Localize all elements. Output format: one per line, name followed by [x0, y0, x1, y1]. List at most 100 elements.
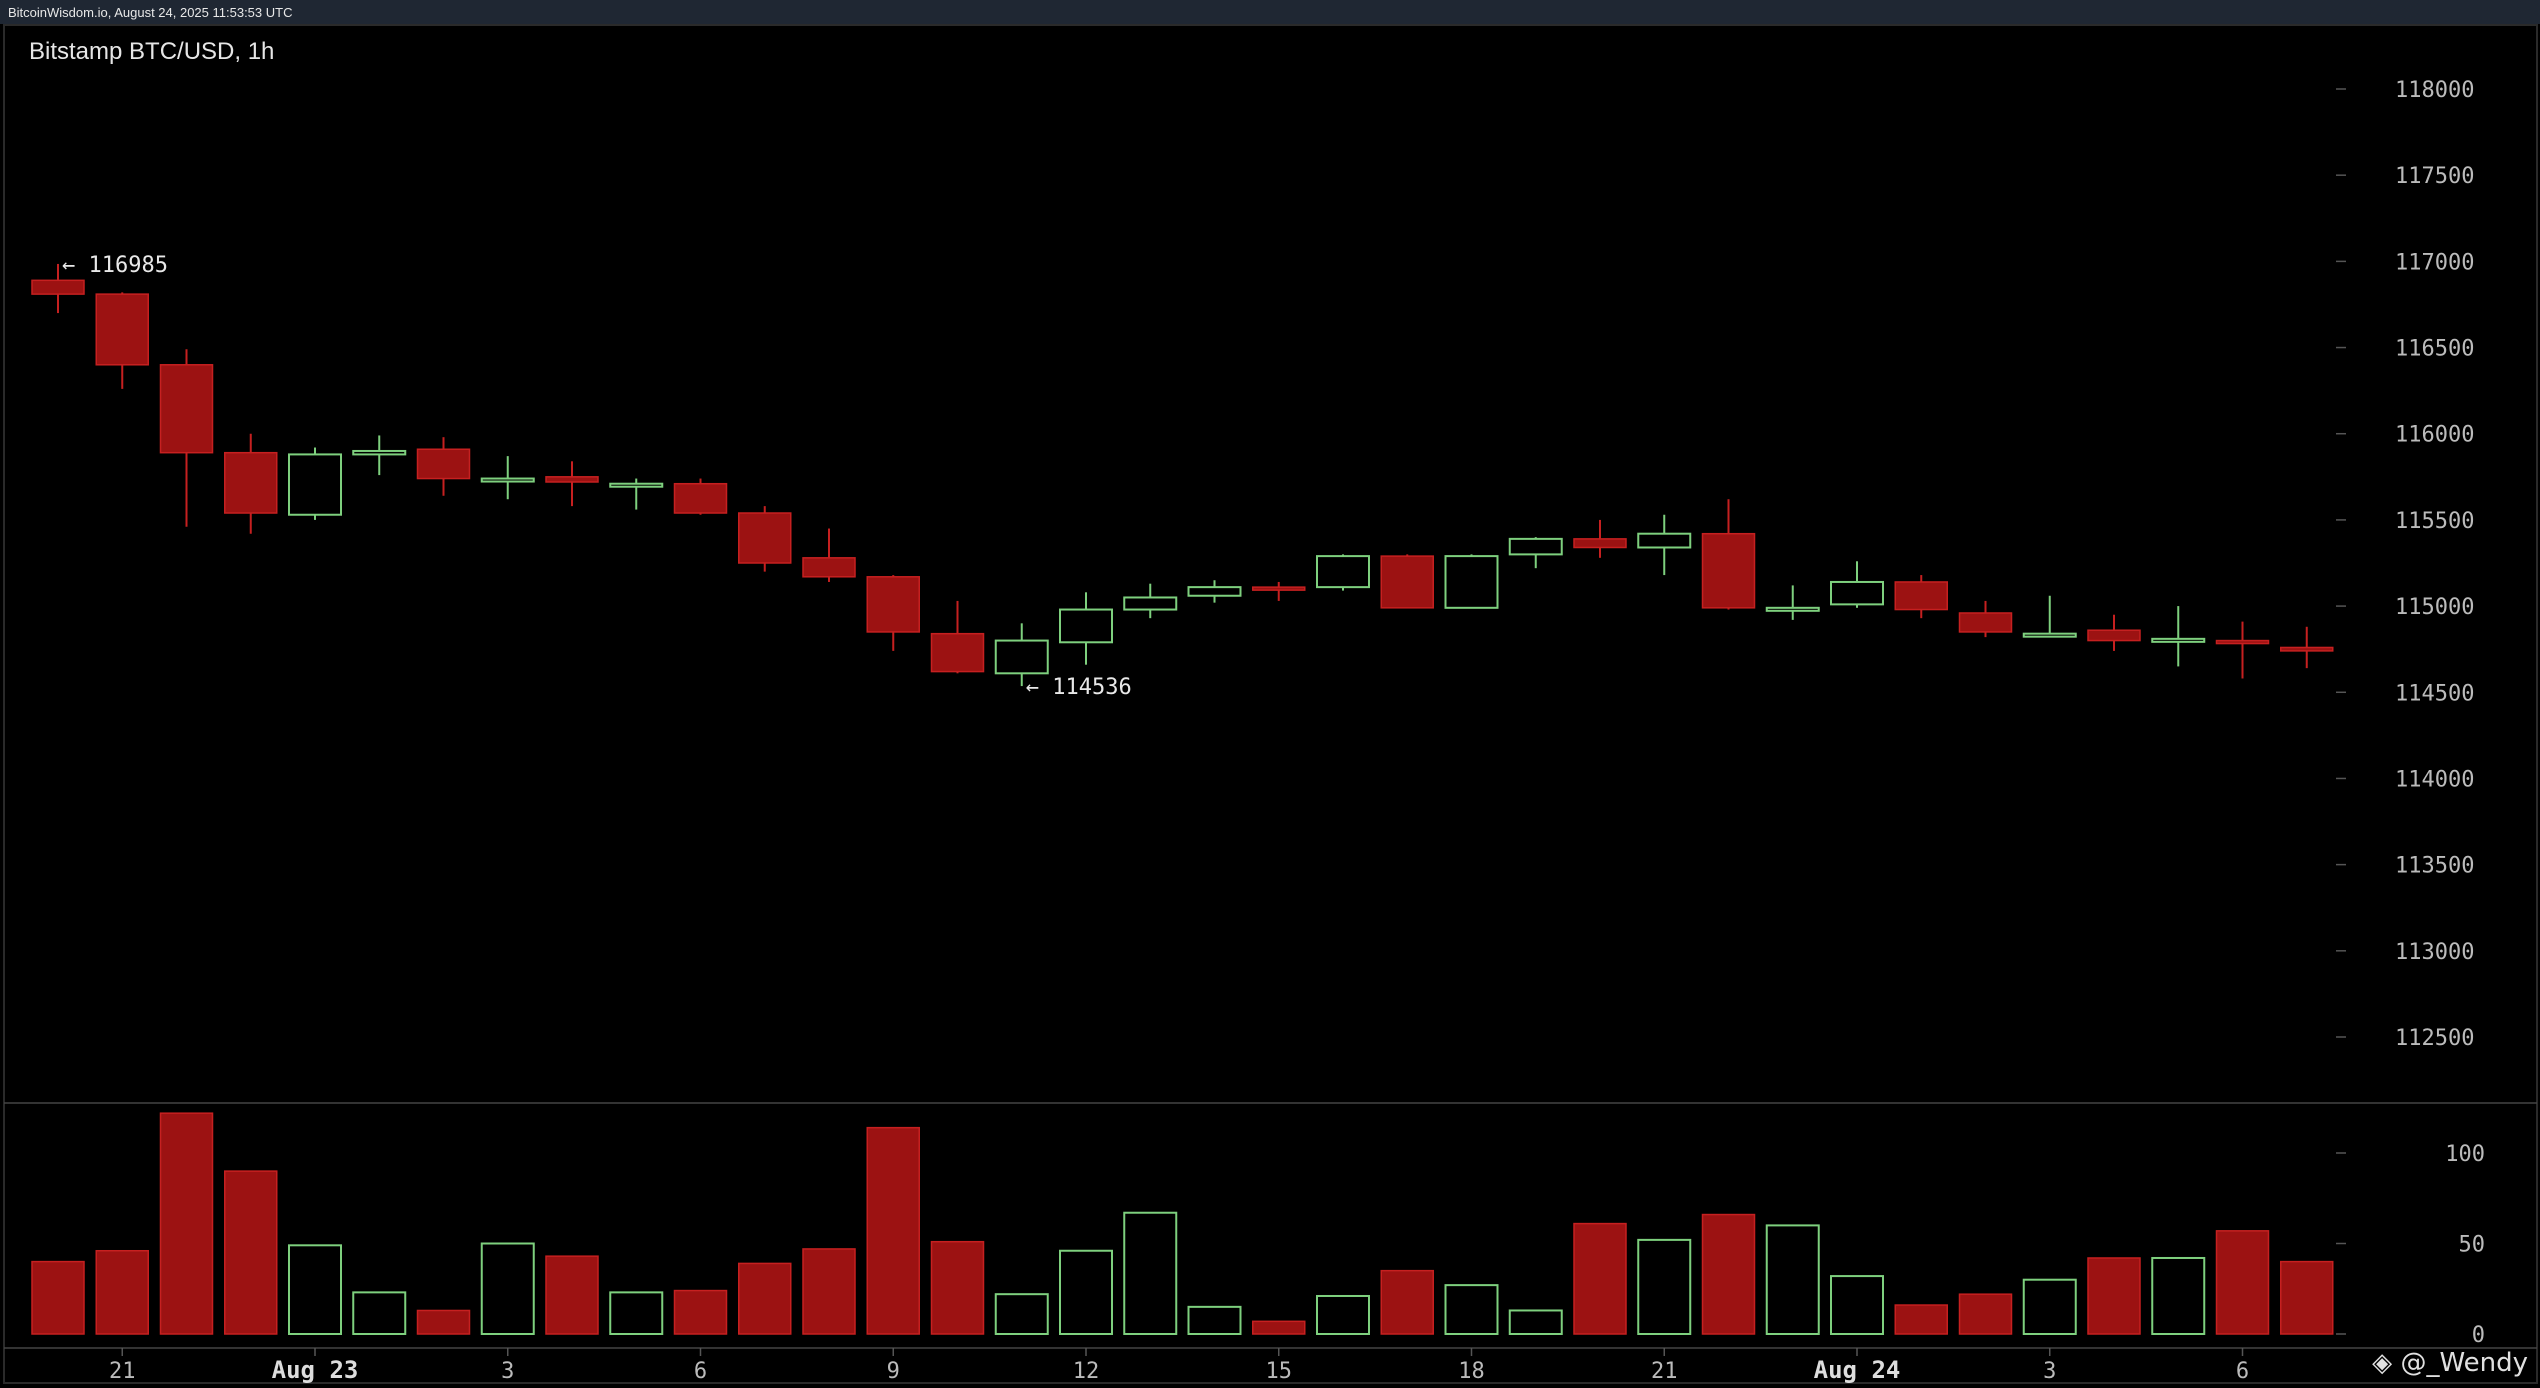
- candle: [1316, 554, 1370, 591]
- watermark: ◈ @_Wendy: [2372, 1348, 2528, 1378]
- candle: [224, 433, 278, 534]
- candle: [1444, 554, 1499, 609]
- price-tick-label: 117000: [2395, 250, 2474, 275]
- volume-bar-down: [930, 1240, 985, 1335]
- candle: [1508, 537, 1563, 569]
- volume-tick-label: 0: [2472, 1323, 2485, 1348]
- volume-bar-down: [802, 1248, 856, 1335]
- price-tick-label: 112500: [2395, 1026, 2474, 1051]
- time-tick-label: 6: [2236, 1359, 2249, 1384]
- volume-bar-up: [609, 1291, 664, 1335]
- source-timestamp: BitcoinWisdom.io, August 24, 2025 11:53:…: [8, 5, 293, 20]
- time-axis: 21 Aug 23 3 6 9 12 15 18 21 Aug 24 3 6: [109, 1348, 2249, 1384]
- volume-bar-up: [288, 1244, 342, 1336]
- candle: [416, 437, 471, 496]
- candle: [2087, 614, 2141, 651]
- price-tick-label: 115000: [2395, 595, 2474, 620]
- candle-body-down: [673, 482, 728, 514]
- volume-bar-down: [866, 1126, 920, 1335]
- candle-body-down: [802, 557, 856, 578]
- candle: [802, 528, 856, 582]
- volume-bar-down: [1894, 1304, 1948, 1335]
- volume-bar-down: [1380, 1269, 1434, 1335]
- candle-body-up: [2151, 637, 2206, 643]
- candle: [545, 461, 599, 507]
- volume-bar-down: [1701, 1213, 1756, 1335]
- volume-bar-down: [1573, 1222, 1627, 1335]
- price-annotations: ← 116985 ← 114536: [62, 253, 1132, 700]
- candle: [673, 478, 728, 515]
- candle: [1059, 592, 1113, 665]
- candle-body-down: [31, 279, 85, 295]
- candle: [1765, 585, 1820, 620]
- candle: [2151, 606, 2206, 667]
- candle-body-down: [1894, 581, 1948, 611]
- top-bar: BitcoinWisdom.io, August 24, 2025 11:53:…: [0, 0, 2540, 24]
- candle-body-down: [224, 451, 278, 514]
- candle-body-down: [1958, 612, 2013, 633]
- candle-body-down: [545, 476, 599, 483]
- candle-body-up: [2022, 632, 2077, 638]
- candle: [1573, 519, 1627, 558]
- time-tick-label: 15: [1266, 1359, 1293, 1384]
- price-tick-label: 116500: [2395, 337, 2474, 362]
- volume-bar-down: [1252, 1320, 1306, 1335]
- volume-bar-down: [1958, 1293, 2013, 1335]
- volume-bar-up: [1316, 1294, 1370, 1335]
- price-tick-label: 113500: [2395, 854, 2474, 879]
- price-tick-label: 118000: [2395, 78, 2474, 103]
- volume-bar-down: [2280, 1260, 2334, 1335]
- candle: [95, 292, 149, 389]
- candle-body-down: [866, 576, 920, 633]
- volume-bar-up: [352, 1291, 407, 1335]
- candle-body-down: [159, 364, 214, 454]
- candle-body-up: [1637, 532, 1692, 549]
- candle: [2280, 626, 2334, 669]
- candle-body-down: [2280, 646, 2334, 652]
- candle: [1252, 581, 1306, 601]
- time-tick-label: 21: [109, 1359, 136, 1384]
- price-tick-label: 115500: [2395, 509, 2474, 534]
- candle: [1380, 554, 1434, 609]
- volume-bar-up: [1444, 1284, 1499, 1336]
- candle-body-up: [1508, 537, 1563, 556]
- candle-body-up: [288, 453, 342, 516]
- candles: [31, 263, 2334, 687]
- candle-body-up: [1316, 555, 1370, 589]
- volume-bar-down: [2087, 1257, 2141, 1335]
- price-tick-label: 113000: [2395, 940, 2474, 965]
- volume-bar-up: [2151, 1256, 2206, 1335]
- time-tick-label: Aug 23: [272, 1356, 359, 1384]
- candle-body-down: [1701, 532, 1756, 609]
- candle: [1123, 583, 1178, 619]
- volume-bar-up: [1637, 1238, 1692, 1336]
- price-tick-label: 114000: [2395, 767, 2474, 792]
- time-tick-label: 9: [887, 1359, 900, 1384]
- price-tick-label: 114500: [2395, 681, 2474, 706]
- volume-bar-up: [1830, 1275, 1884, 1335]
- volume-bar-down: [545, 1255, 599, 1335]
- volume-bar-down: [2215, 1230, 2270, 1335]
- candle-body-down: [1252, 586, 1306, 591]
- volume-bar-down: [416, 1309, 471, 1335]
- candle-body-up: [1444, 555, 1499, 609]
- candle: [1830, 561, 1884, 608]
- chart-border: [3, 24, 2538, 1384]
- time-tick-label: 6: [694, 1359, 707, 1384]
- extreme-price-label: ← 116985: [62, 253, 168, 278]
- candle: [31, 263, 85, 314]
- volume-bar-up: [480, 1242, 535, 1335]
- volume-tick-label: 50: [2459, 1233, 2486, 1258]
- volume-bar-down: [159, 1112, 214, 1335]
- volume-bar-up: [1123, 1211, 1178, 1335]
- candle: [352, 435, 407, 476]
- candle-body-down: [2215, 639, 2270, 645]
- chart-title: Bitstamp BTC/USD, 1h: [29, 38, 274, 65]
- time-tick-label: 3: [2043, 1359, 2056, 1384]
- candle: [738, 506, 792, 572]
- candle-body-up: [994, 639, 1049, 675]
- candle-body-up: [609, 482, 664, 488]
- time-tick-label: 18: [1458, 1359, 1485, 1384]
- volume-bar-up: [994, 1293, 1049, 1336]
- candle: [159, 349, 214, 527]
